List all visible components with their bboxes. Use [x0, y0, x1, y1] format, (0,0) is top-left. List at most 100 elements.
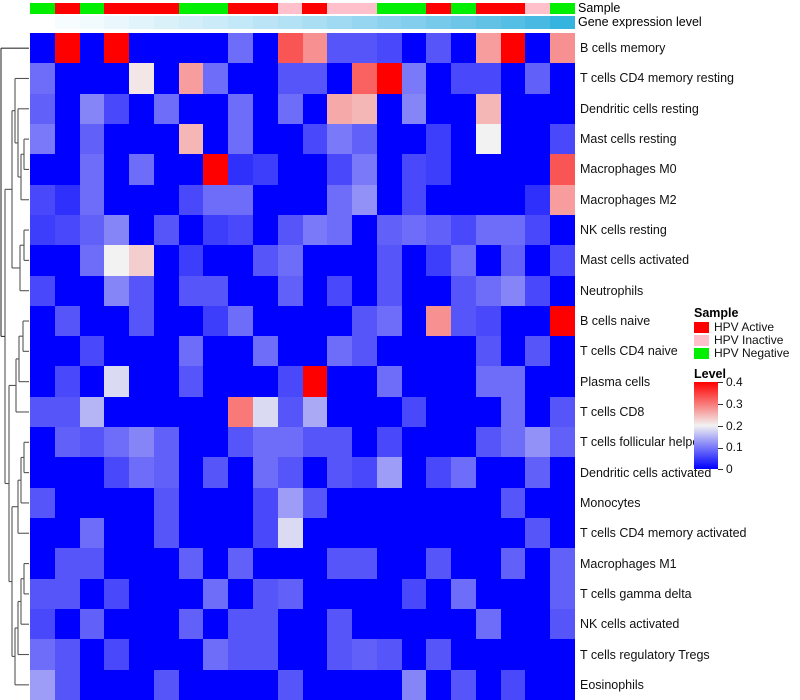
heatmap-cell [203, 336, 229, 367]
heatmap-cell [451, 487, 476, 519]
heatmap-cell [376, 63, 402, 94]
heatmap-cell [30, 366, 55, 397]
heatmap-cell [451, 154, 476, 185]
heatmap-cell [153, 123, 179, 155]
sample-annotation-cell [550, 3, 575, 14]
heatmap-cell [277, 639, 303, 670]
heatmap-cell [54, 275, 80, 306]
heatmap-cell [153, 214, 179, 246]
heatmap-cell [500, 669, 526, 700]
row-label: Macrophages M1 [580, 556, 677, 571]
heatmap-cell [178, 245, 204, 276]
row-label: T cells CD4 memory activated [580, 526, 747, 541]
heatmap-cell [401, 305, 427, 337]
heatmap-cell [475, 396, 501, 428]
heatmap-cell [525, 245, 551, 276]
heatmap-cell [475, 669, 501, 700]
heatmap-cell [54, 93, 80, 124]
row-label: Eosinophils [580, 677, 644, 692]
heatmap-cell [376, 669, 402, 700]
heatmap-cell [376, 93, 402, 124]
heatmap-cell [550, 123, 575, 155]
heatmap-cell [54, 518, 80, 549]
heatmap-cell [153, 93, 179, 124]
heatmap-cell [302, 33, 328, 64]
heatmap-cell [30, 33, 55, 64]
heatmap-cell [203, 487, 229, 519]
row-label: Macrophages M2 [580, 192, 677, 207]
heatmap-cell [203, 33, 229, 64]
heatmap-cell [401, 33, 427, 64]
heatmap-cell [401, 154, 427, 185]
heatmap-cell [475, 33, 501, 64]
heatmap-cell [178, 427, 204, 458]
heatmap-cell [228, 396, 253, 428]
heatmap-cell [178, 63, 204, 94]
heatmap-cell [178, 609, 204, 640]
heatmap-cell [153, 63, 179, 94]
heatmap-cell [451, 609, 476, 640]
heatmap-cell [525, 548, 551, 579]
heatmap-cell [252, 669, 278, 700]
heatmap-cell [252, 214, 278, 246]
heatmap-cell [129, 154, 154, 185]
heatmap-cell [302, 578, 328, 610]
heatmap-cell [54, 548, 80, 579]
heatmap-cell [500, 518, 526, 549]
heatmap-cell [54, 578, 80, 610]
heatmap-cell [178, 305, 204, 337]
heatmap-cell [79, 548, 105, 579]
heatmap-cell [550, 245, 575, 276]
heatmap-cell [475, 548, 501, 579]
heatmap-cell [426, 669, 452, 700]
heatmap-cell [252, 609, 278, 640]
sample-annotation-cell [203, 3, 229, 14]
heatmap-cell [203, 275, 229, 306]
heatmap-cell [302, 63, 328, 94]
heatmap-cell [327, 427, 353, 458]
heatmap-cell [302, 457, 328, 488]
heatmap-cell [500, 275, 526, 306]
heatmap-cell [550, 548, 575, 579]
heatmap-cell [104, 123, 130, 155]
heatmap-cell [475, 214, 501, 246]
heatmap-cell [252, 123, 278, 155]
heatmap-cell [550, 336, 575, 367]
heatmap-cell [54, 487, 80, 519]
heatmap-cell [475, 123, 501, 155]
heatmap-cell [277, 336, 303, 367]
heatmap-cell [302, 487, 328, 519]
heatmap-cell [252, 154, 278, 185]
heatmap-cell [426, 427, 452, 458]
heatmap-cell [500, 427, 526, 458]
heatmap-cell [153, 548, 179, 579]
heatmap-cell [500, 366, 526, 397]
sample-legend-item[interactable]: HPV Active [694, 321, 800, 333]
heatmap-cell [228, 33, 253, 64]
heatmap-cell [277, 184, 303, 215]
sample-legend-item[interactable]: HPV Inactive [694, 334, 800, 346]
sample-legend-item[interactable]: HPV Negative [694, 347, 800, 359]
heatmap-cell [451, 336, 476, 367]
heatmap-cell [79, 366, 105, 397]
heatmap-cell [30, 336, 55, 367]
heatmap-cell [426, 457, 452, 488]
heatmap-cell [153, 578, 179, 610]
heatmap-cell [252, 396, 278, 428]
heatmap-cell [302, 396, 328, 428]
heatmap-cell [153, 305, 179, 337]
heatmap-cell [79, 336, 105, 367]
gene-expression-annotation-bar [30, 16, 575, 29]
heatmap-cell [129, 609, 154, 640]
heatmap-cell [451, 184, 476, 215]
heatmap-cell [327, 33, 353, 64]
heatmap-cell [525, 578, 551, 610]
heatmap-cell [352, 639, 377, 670]
heatmap-cell [500, 305, 526, 337]
heatmap-cell [327, 518, 353, 549]
heatmap-cell [426, 305, 452, 337]
heatmap-cell [104, 33, 130, 64]
heatmap-cell [426, 184, 452, 215]
heatmap-cell [54, 123, 80, 155]
heatmap-cell [376, 366, 402, 397]
